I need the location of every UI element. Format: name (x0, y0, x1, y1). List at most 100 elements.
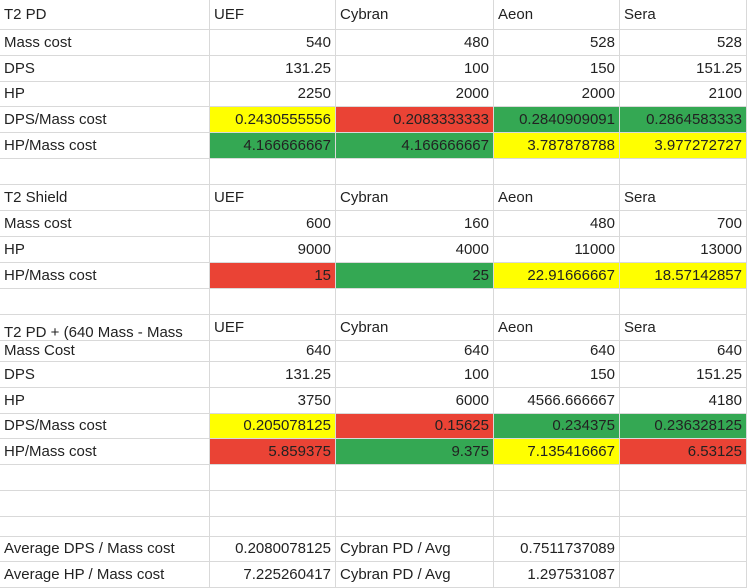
table2-row1-cell-2[interactable]: 100 (336, 362, 494, 388)
table2-row4-cell-1[interactable]: 5.859375 (210, 439, 336, 465)
table2-header-cell-1[interactable]: UEF (210, 315, 336, 341)
table0-row0-cell-3[interactable]: 528 (494, 30, 620, 56)
average-row0-cell-3[interactable]: 0.7511737089 (494, 537, 620, 562)
empty-row20-cell-0[interactable] (0, 517, 210, 537)
empty-row19-cell-3[interactable] (494, 491, 620, 517)
table0-row3-cell-3[interactable]: 0.2840909091 (494, 107, 620, 133)
table0-row1-cell-1[interactable]: 131.25 (210, 56, 336, 82)
average-row1-cell-1[interactable]: 7.225260417 (210, 562, 336, 588)
empty-row11-cell-0[interactable] (0, 289, 210, 315)
table2-header-cell-4[interactable]: Sera (620, 315, 747, 341)
table0-row3-cell-4[interactable]: 0.2864583333 (620, 107, 747, 133)
table0-row0-cell-4[interactable]: 528 (620, 30, 747, 56)
table2-row4-cell-3[interactable]: 7.135416667 (494, 439, 620, 465)
table2-row1-cell-0[interactable]: DPS (0, 362, 210, 388)
table0-row1-cell-2[interactable]: 100 (336, 56, 494, 82)
empty-row11-cell-4[interactable] (620, 289, 747, 315)
table1-header-cell-0[interactable]: T2 Shield (0, 185, 210, 211)
empty-row18-cell-2[interactable] (336, 465, 494, 491)
empty-row6-cell-0[interactable] (0, 159, 210, 185)
table0-row2-cell-1[interactable]: 2250 (210, 82, 336, 107)
table2-row3-cell-1[interactable]: 0.205078125 (210, 414, 336, 439)
table0-row3-cell-1[interactable]: 0.2430555556 (210, 107, 336, 133)
table1-row1-cell-3[interactable]: 11000 (494, 237, 620, 263)
table2-row4-cell-0[interactable]: HP/Mass cost (0, 439, 210, 465)
average-row0-cell-4[interactable] (620, 537, 747, 562)
table0-header-cell-1[interactable]: UEF (210, 0, 336, 30)
average-row0-cell-1[interactable]: 0.2080078125 (210, 537, 336, 562)
empty-row18-cell-4[interactable] (620, 465, 747, 491)
table0-row1-cell-0[interactable]: DPS (0, 56, 210, 82)
table2-row2-cell-4[interactable]: 4180 (620, 388, 747, 414)
table0-header-cell-3[interactable]: Aeon (494, 0, 620, 30)
empty-row11-cell-2[interactable] (336, 289, 494, 315)
table0-row2-cell-0[interactable]: HP (0, 82, 210, 107)
empty-row19-cell-0[interactable] (0, 491, 210, 517)
empty-row19-cell-4[interactable] (620, 491, 747, 517)
table2-row3-cell-2[interactable]: 0.15625 (336, 414, 494, 439)
table0-row2-cell-4[interactable]: 2100 (620, 82, 747, 107)
empty-row6-cell-2[interactable] (336, 159, 494, 185)
average-row0-cell-0[interactable]: Average DPS / Mass cost (0, 537, 210, 562)
empty-row19-cell-1[interactable] (210, 491, 336, 517)
table1-row2-cell-1[interactable]: 15 (210, 263, 336, 289)
table2-row3-cell-4[interactable]: 0.236328125 (620, 414, 747, 439)
table1-row1-cell-0[interactable]: HP (0, 237, 210, 263)
table1-row2-cell-0[interactable]: HP/Mass cost (0, 263, 210, 289)
table2-row0-cell-0[interactable]: Mass Cost (0, 341, 210, 362)
table2-row4-cell-2[interactable]: 9.375 (336, 439, 494, 465)
table2-header-cell-3[interactable]: Aeon (494, 315, 620, 341)
table2-row3-cell-3[interactable]: 0.234375 (494, 414, 620, 439)
table0-header-cell-4[interactable]: Sera (620, 0, 747, 30)
table0-row3-cell-0[interactable]: DPS/Mass cost (0, 107, 210, 133)
table1-row2-cell-2[interactable]: 25 (336, 263, 494, 289)
table0-row2-cell-3[interactable]: 2000 (494, 82, 620, 107)
table2-row0-cell-1[interactable]: 640 (210, 341, 336, 362)
table1-row2-cell-4[interactable]: 18.57142857 (620, 263, 747, 289)
empty-row6-cell-1[interactable] (210, 159, 336, 185)
table1-header-cell-4[interactable]: Sera (620, 185, 747, 211)
table2-row3-cell-0[interactable]: DPS/Mass cost (0, 414, 210, 439)
empty-row11-cell-1[interactable] (210, 289, 336, 315)
empty-row20-cell-1[interactable] (210, 517, 336, 537)
table2-row0-cell-2[interactable]: 640 (336, 341, 494, 362)
table0-row1-cell-4[interactable]: 151.25 (620, 56, 747, 82)
average-row1-cell-3[interactable]: 1.297531087 (494, 562, 620, 588)
empty-row18-cell-3[interactable] (494, 465, 620, 491)
table0-row1-cell-3[interactable]: 150 (494, 56, 620, 82)
table2-row2-cell-1[interactable]: 3750 (210, 388, 336, 414)
table2-row1-cell-1[interactable]: 131.25 (210, 362, 336, 388)
empty-row19-cell-2[interactable] (336, 491, 494, 517)
table2-row2-cell-0[interactable]: HP (0, 388, 210, 414)
average-row1-cell-2[interactable]: Cybran PD / Avg (336, 562, 494, 588)
empty-row18-cell-1[interactable] (210, 465, 336, 491)
table2-row2-cell-2[interactable]: 6000 (336, 388, 494, 414)
table1-row1-cell-1[interactable]: 9000 (210, 237, 336, 263)
table0-row2-cell-2[interactable]: 2000 (336, 82, 494, 107)
table1-header-cell-2[interactable]: Cybran (336, 185, 494, 211)
table2-header-cell-0[interactable]: T2 PD + (640 Mass - Mass cost of PD) in … (0, 315, 210, 341)
empty-row20-cell-4[interactable] (620, 517, 747, 537)
table1-row0-cell-1[interactable]: 600 (210, 211, 336, 237)
table0-row0-cell-1[interactable]: 540 (210, 30, 336, 56)
table0-header-cell-2[interactable]: Cybran (336, 0, 494, 30)
empty-row20-cell-3[interactable] (494, 517, 620, 537)
table2-row0-cell-3[interactable]: 640 (494, 341, 620, 362)
table2-row4-cell-4[interactable]: 6.53125 (620, 439, 747, 465)
table0-row4-cell-0[interactable]: HP/Mass cost (0, 133, 210, 159)
table1-row0-cell-0[interactable]: Mass cost (0, 211, 210, 237)
table2-row1-cell-4[interactable]: 151.25 (620, 362, 747, 388)
empty-row6-cell-4[interactable] (620, 159, 747, 185)
table0-header-cell-0[interactable]: T2 PD (0, 0, 210, 30)
empty-row18-cell-0[interactable] (0, 465, 210, 491)
empty-row11-cell-3[interactable] (494, 289, 620, 315)
table0-row4-cell-1[interactable]: 4.166666667 (210, 133, 336, 159)
table0-row0-cell-0[interactable]: Mass cost (0, 30, 210, 56)
table0-row4-cell-4[interactable]: 3.977272727 (620, 133, 747, 159)
table1-row0-cell-4[interactable]: 700 (620, 211, 747, 237)
empty-row6-cell-3[interactable] (494, 159, 620, 185)
average-row1-cell-4[interactable] (620, 562, 747, 588)
table0-row4-cell-3[interactable]: 3.787878788 (494, 133, 620, 159)
table0-row4-cell-2[interactable]: 4.166666667 (336, 133, 494, 159)
table1-header-cell-3[interactable]: Aeon (494, 185, 620, 211)
